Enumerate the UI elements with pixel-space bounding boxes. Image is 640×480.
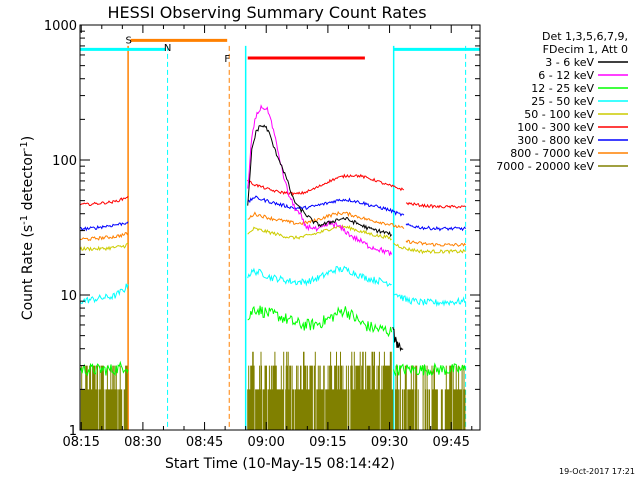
x-axis-label: Start Time (10-May-15 08:14:42) <box>165 456 395 472</box>
series-line-3-6-seg1 <box>247 124 393 238</box>
y-axis-label-part: ) <box>20 136 36 141</box>
series-line-7000-20000-seg1 <box>80 365 128 430</box>
legend-label: 7000 - 20000 keV <box>496 160 594 173</box>
x-tick-label: 08:15 <box>62 435 99 450</box>
series-line-800-7000-seg3 <box>405 239 466 247</box>
series-line-3-6-tail <box>392 326 404 352</box>
series-line-25-50-seg3 <box>393 293 466 307</box>
y-tick-label: 100 <box>52 154 77 169</box>
legend-label: 25 - 50 keV <box>531 95 594 108</box>
series-line-12-25-seg3 <box>393 362 467 376</box>
y-tick-label: 10 <box>60 289 77 304</box>
y-axis-label: Count Rate (s-1 detector-1) <box>19 136 36 320</box>
series-line-7000-20000-seg2 <box>247 351 394 430</box>
footer-timestamp: 19-Oct-2017 17:21 <box>559 467 635 476</box>
series-line-25-50-seg2 <box>247 265 392 287</box>
plot-frame <box>79 24 481 431</box>
x-tick-label: 09:45 <box>432 435 469 450</box>
axes: 08:15 08:30 08:45 09:00 09:15 09:30 09:45 1 10 10… <box>44 19 480 450</box>
y-axis-label-part: Count Rate (s <box>20 225 36 320</box>
series-line-100-300-seg3 <box>405 201 466 209</box>
legend-label: 50 - 100 keV <box>524 108 594 121</box>
legend-header-line: FDecim 1, Att 0 <box>543 43 628 56</box>
chart-title: HESSI Observing Summary Count Rates <box>107 3 426 22</box>
series-line-800-7000-seg2 <box>247 210 405 230</box>
legend: Det 1,3,5,6,7,9,FDecim 1, Att 03 - 6 keV… <box>496 30 628 173</box>
x-tick-label: 09:30 <box>371 435 408 450</box>
series-line-7000-20000-seg3 <box>395 365 466 430</box>
legend-label: 6 - 12 keV <box>538 69 594 82</box>
y-axis-label-exponent: -1 <box>19 215 30 225</box>
series-line-50-100-seg1 <box>79 242 129 252</box>
legend-label: 3 - 6 keV <box>545 56 594 69</box>
series-line-50-100-seg3 <box>393 242 466 255</box>
plot-area: S N F <box>79 36 480 430</box>
x-tick-label: 08:45 <box>186 435 223 450</box>
annotation-f: F <box>224 54 230 65</box>
series-line-50-100-seg2 <box>247 224 392 241</box>
legend-label: 800 - 7000 keV <box>510 147 594 160</box>
annotation-s: S <box>125 36 131 47</box>
series-line-100-300-seg2 <box>247 173 405 197</box>
series-line-100-300-seg1 <box>79 195 129 206</box>
series-line-300-800-seg1 <box>79 221 129 232</box>
y-tick-label: 1 <box>69 424 77 439</box>
series-line-800-7000-seg1 <box>79 232 129 241</box>
series-line-12-25-seg2 <box>247 305 393 338</box>
series-line-300-800-seg3 <box>405 222 467 232</box>
series-line-25-50-seg1 <box>79 283 129 304</box>
x-tick-label: 09:00 <box>247 435 284 450</box>
legend-label: 300 - 800 keV <box>517 134 594 147</box>
y-axis-label-part: detector <box>20 151 36 215</box>
series-line-6-12-seg1 <box>247 104 393 256</box>
legend-header-line: Det 1,3,5,6,7,9, <box>542 30 628 43</box>
legend-label: 100 - 300 keV <box>517 121 594 134</box>
x-tick-label: 09:15 <box>309 435 346 450</box>
x-tick-label: 08:30 <box>124 435 161 450</box>
series-line-12-25-seg1 <box>79 360 129 377</box>
annotation-n: N <box>164 43 171 54</box>
y-axis-label-exponent: -1 <box>19 141 30 151</box>
series-line-300-800-seg2 <box>247 195 405 217</box>
legend-label: 12 - 25 keV <box>531 82 594 95</box>
y-tick-label: 1000 <box>44 19 77 34</box>
